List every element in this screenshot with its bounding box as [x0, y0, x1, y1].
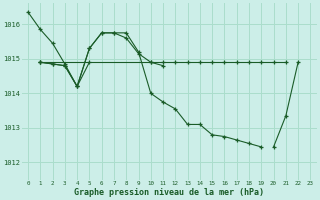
X-axis label: Graphe pression niveau de la mer (hPa): Graphe pression niveau de la mer (hPa) [74, 188, 264, 197]
